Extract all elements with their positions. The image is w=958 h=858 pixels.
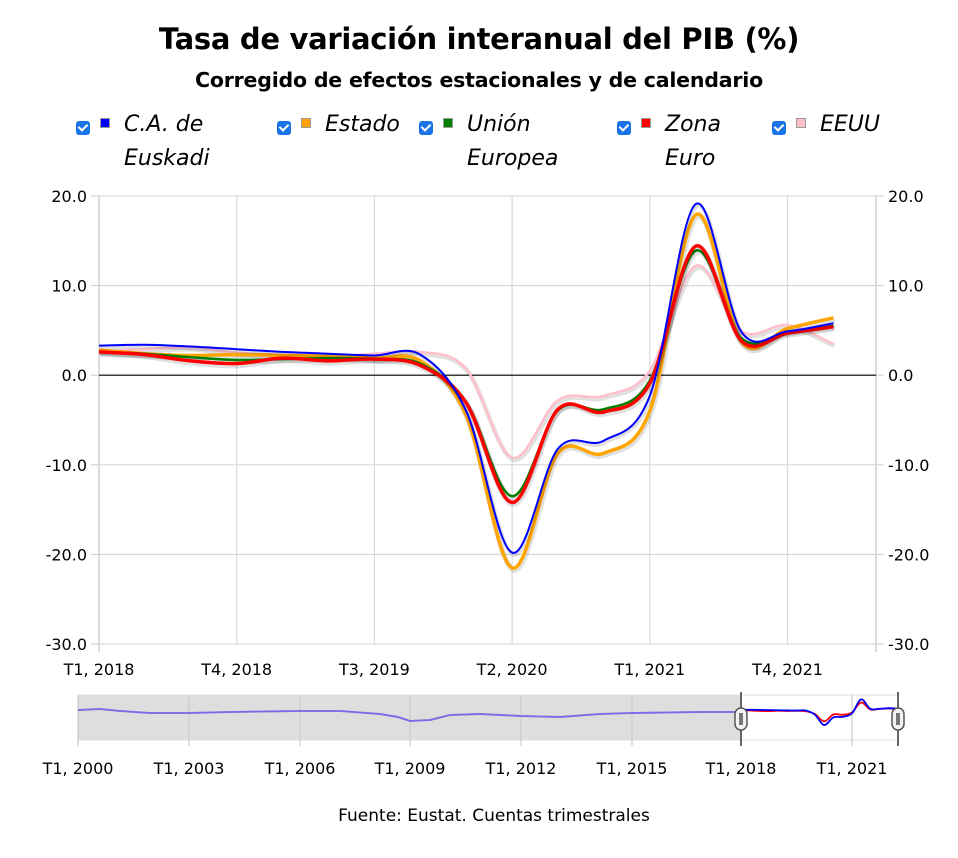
legend-label: EEUU (820, 112, 881, 137)
color-swatch-icon (100, 118, 110, 128)
range-navigator[interactable]: T1, 2000 T1, 2003 T1, 2006 T1, 2009 T1, 2012… (0, 690, 958, 800)
chart-title: Tasa de variación interanual del PIB (%) (158, 22, 800, 56)
y-tick-label-right: 20.0 (888, 187, 924, 206)
color-swatch-icon (796, 118, 806, 128)
navigator-x-tick-label: T1, 2000 (42, 759, 114, 778)
legend-item-estado[interactable]: Estado (277, 108, 400, 142)
legend-label: Zona Euro (665, 112, 721, 171)
y-tick-label-left: -20.0 (46, 545, 87, 564)
legend-label: C.A. de Euskadi (124, 112, 210, 171)
navigator-x-tick-label: T1, 2006 (264, 759, 336, 778)
legend-item-zona-euro[interactable]: Zona Euro (617, 108, 721, 176)
y-tick-label-right: 10.0 (888, 277, 924, 296)
legend-item-euskadi[interactable]: C.A. de Euskadi (76, 108, 210, 176)
y-tick-label-left: 20.0 (51, 187, 87, 206)
navigator-x-tick-label: T1, 2018 (705, 759, 777, 778)
checkbox-checked-icon[interactable] (76, 121, 90, 135)
navigator-history-line (77, 708, 741, 722)
series-line-c-a-de-euskadi[interactable] (98, 202, 834, 554)
color-swatch-icon (443, 118, 453, 128)
navigator-x-tick-label: T1, 2015 (596, 759, 668, 778)
series-line-eeuu[interactable] (98, 264, 834, 459)
gridlines (99, 195, 876, 645)
y-tick-label-right: -20.0 (888, 545, 929, 564)
chart-subtitle: Corregido de efectos estacionales y de c… (194, 68, 763, 92)
source-footnote: Fuente: Eustat. Cuentas trimestrales (338, 806, 650, 826)
checkbox-checked-icon[interactable] (419, 121, 433, 135)
main-chart: 20.0 10.0 0.0 -10.0 -20.0 -30.0 20.0 10.0 0.0 -1… (46, 187, 930, 679)
y-tick-label-right: -30.0 (888, 635, 929, 654)
y-axis-right: 20.0 10.0 0.0 -10.0 -20.0 -30.0 (875, 187, 929, 654)
legend-item-union-europea[interactable]: Unión Europea (419, 108, 558, 176)
x-tick-label: T4, 2018 (200, 660, 272, 679)
navigator-series-line (740, 698, 899, 726)
checkbox-checked-icon[interactable] (772, 121, 786, 135)
y-axis-left: 20.0 10.0 0.0 -10.0 -20.0 -30.0 (46, 187, 100, 654)
legend-item-eeuu[interactable]: EEUU (772, 108, 880, 142)
checkbox-checked-icon[interactable] (277, 121, 291, 135)
y-tick-label-right: -10.0 (888, 456, 929, 475)
navigator-x-tick-label: T1, 2003 (153, 759, 225, 778)
x-tick-label: T1, 2018 (63, 660, 135, 679)
color-swatch-icon (301, 118, 311, 128)
checkbox-checked-icon[interactable] (617, 121, 631, 135)
y-tick-label-left: -10.0 (46, 456, 87, 475)
series-line-zona-euro[interactable] (98, 244, 834, 505)
x-tick-label: T1, 2021 (613, 660, 685, 679)
navigator-x-tick-label: T1, 2009 (374, 759, 446, 778)
legend: C.A. de Euskadi Estado Unión Europea Zon… (76, 108, 936, 174)
y-tick-label-left: 0.0 (62, 366, 87, 385)
color-swatch-icon (641, 118, 651, 128)
series-line-estado[interactable] (98, 212, 834, 570)
series-lines (98, 202, 836, 573)
x-tick-label: T2, 2020 (476, 660, 548, 679)
y-tick-label-right: 0.0 (888, 366, 913, 385)
y-tick-label-left: 10.0 (51, 277, 87, 296)
legend-label: Estado (325, 112, 400, 137)
legend-label: Unión Europea (467, 112, 559, 171)
x-tick-label: T3, 2019 (338, 660, 410, 679)
navigator-x-tick-label: T1, 2021 (816, 759, 888, 778)
x-tick-label: T4, 2021 (751, 660, 823, 679)
navigator-x-tick-label: T1, 2012 (485, 759, 557, 778)
x-axis: T1, 2018 T4, 2018 T3, 2019 T2, 2020 T1, 2021… (63, 660, 823, 679)
y-tick-label-left: -30.0 (46, 635, 87, 654)
